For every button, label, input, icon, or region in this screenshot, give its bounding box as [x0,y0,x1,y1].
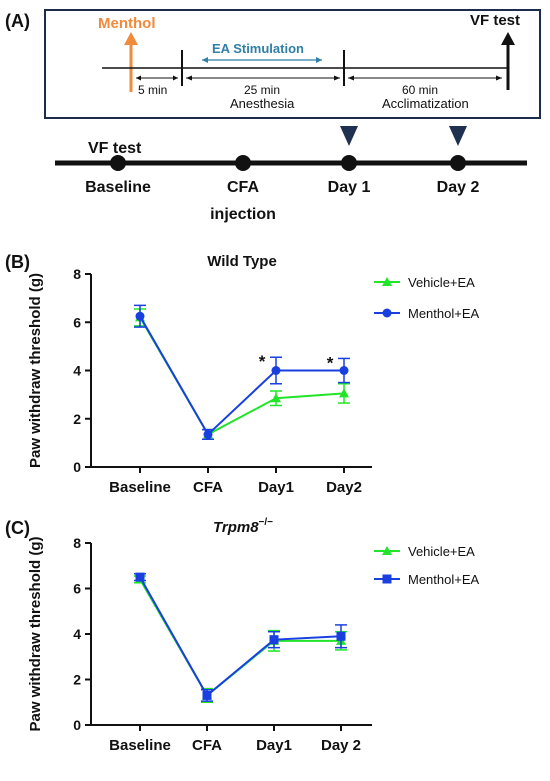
chart-trpm8: (C) Trpm8−/− Paw withdraw threshold (g) 0 2 4… [5,517,480,754]
legend-marker [382,546,392,555]
data-point [135,311,145,321]
x-tick-label: Baseline [109,737,171,754]
legend-label: Vehicle+EA [408,275,475,290]
acclimatization-label: Acclimatization [382,96,469,111]
series-line [139,315,344,437]
day2-dot [450,155,466,171]
data-point [135,572,145,582]
ea-label: EA Stimulation [212,41,304,56]
panel-label: (B) [5,252,30,272]
series-menthol-ea [134,572,347,702]
chart-title: Wild Type [207,253,277,270]
y-axis-label: Paw withdraw threshold (g) [27,536,44,731]
vf-test-arrow-head [501,32,515,45]
x-tick-label: Day1 [258,479,294,496]
vf-test-timeline-label: VF test [88,140,142,157]
y-tick-label: 0 [73,717,81,733]
ea-arrow-right [316,57,322,63]
chart-title: Trpm8−/− [213,517,273,536]
panel-a: (A) Menthol VF test 5 min EA Stimulation… [5,9,541,223]
day2-label: Day 2 [437,179,480,196]
data-point [269,635,279,645]
panel-label: (C) [5,518,30,538]
sixty-min-label: 60 min [402,83,438,97]
x-tick-label: Baseline [109,479,171,496]
day1-dot [341,155,357,171]
five-min-arrow-right [173,75,178,81]
data-point [203,429,213,439]
chart-wild-type: (B) Wild Type Paw withdraw threshold (g) 0 2… [5,252,480,496]
x-tick-label: Day 2 [321,737,361,754]
series-line [139,576,342,697]
data-point [271,393,281,403]
series-vehicle-ea [134,308,350,441]
legend-label: Menthol+EA [408,306,480,321]
data-point [339,366,349,375]
y-tick-label: 0 [73,459,81,475]
procedure-box [44,9,541,119]
legend-label: Menthol+EA [408,572,480,587]
y-tick-label: 4 [73,363,81,379]
twenty-five-min-label: 25 min [244,83,280,97]
y-tick-label: 6 [73,314,81,330]
panel-a-label: (A) [5,11,30,31]
legend-label: Vehicle+EA [408,544,475,559]
series-menthol-ea [134,304,350,441]
data-point [202,690,212,700]
sixty-min-arrow-right [496,75,502,81]
day1-marker-icon [340,126,358,146]
five-min-label: 5 min [138,83,167,97]
data-point [336,631,346,641]
twenty-five-min-arrow-left [186,75,192,81]
cfa-dot [235,155,251,171]
legend-marker [382,308,392,318]
x-tick-label: CFA [193,479,223,496]
vf-test-top-label: VF test [470,12,520,29]
y-tick-label: 6 [73,581,81,597]
series-line [139,316,345,436]
day1-label: Day 1 [328,179,371,196]
baseline-dot [110,155,126,171]
menthol-arrow-head [124,32,138,45]
x-tick-label: Day1 [256,737,292,754]
ea-arrow-left [202,57,208,63]
significance-marker: * [327,353,334,372]
y-tick-label: 8 [73,535,81,551]
data-point [271,366,281,375]
x-tick-label: Day2 [326,479,362,496]
y-tick-label: 4 [73,626,81,642]
twenty-five-min-arrow-right [334,75,340,81]
cfa-injection-label: injection [210,206,276,223]
legend-marker [382,574,392,584]
day2-marker-icon [449,126,467,146]
menthol-label: Menthol [98,15,156,32]
y-tick-label: 2 [73,672,81,688]
y-tick-label: 2 [73,411,81,427]
baseline-label: Baseline [85,179,151,196]
y-tick-label: 8 [73,266,81,282]
sixty-min-arrow-left [348,75,354,81]
five-min-arrow-left [136,75,141,81]
data-point [339,388,349,398]
significance-marker: * [259,352,266,371]
y-axis-label: Paw withdraw threshold (g) [27,273,44,468]
anesthesia-label: Anesthesia [230,96,295,111]
cfa-label: CFA [227,179,259,196]
x-tick-label: CFA [192,737,222,754]
legend-marker [382,277,392,286]
